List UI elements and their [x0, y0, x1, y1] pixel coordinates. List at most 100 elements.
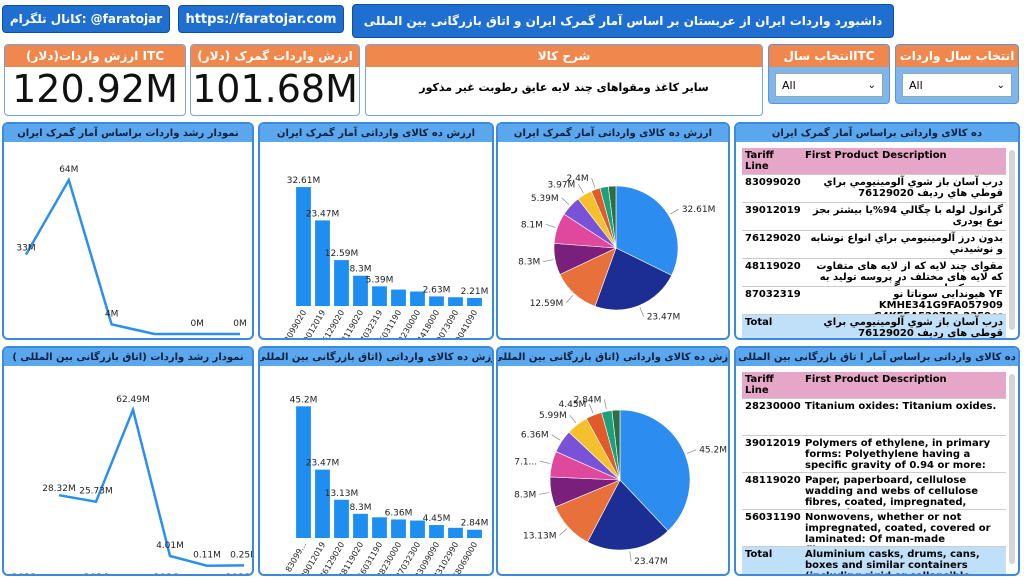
itc-year-filter[interactable]: انتخاب سالITC All ⌄ [768, 44, 890, 104]
x-tick-label: 2012 [11, 573, 36, 574]
leader-line [545, 223, 556, 228]
customs-top10-table: Tariff Line First Product Description 83… [742, 148, 1006, 338]
series-line [58, 405, 245, 567]
table-row[interactable]: 76129020 بدون درز آلومینیومي براي انواع ن… [742, 231, 1006, 259]
data-label: 62.49M [116, 395, 150, 405]
tariff-line-cell: 48119020 [745, 261, 801, 272]
tariff-line-cell: 48119020 [745, 475, 801, 486]
tariff-line-cell: 87032319 [745, 289, 801, 300]
leader-line [686, 449, 697, 454]
bar [410, 291, 425, 306]
data-label: 13.13M [325, 489, 359, 499]
import-year-dropdown-value: All [909, 78, 923, 92]
leader-line [670, 208, 680, 215]
data-label: 2.21M [461, 287, 489, 297]
website-link-button[interactable]: https://faratojar.com [178, 5, 344, 33]
slice-label: 23.47M [634, 557, 668, 567]
leader-line [604, 399, 607, 410]
table-row[interactable]: Total درب آسان باز شوي آلومينيومي براي قو… [742, 315, 1006, 338]
x-tick-label: 2018 [225, 573, 250, 574]
bar [448, 297, 463, 306]
panel-title: ارزش ده کالای وارداتی آمار گمرک ایران [260, 124, 492, 142]
product-description-cell: Nonwovens, whether or not impregnated, c… [805, 512, 991, 546]
slice-label: 12.59M [530, 299, 564, 309]
table-row[interactable]: 28230000 Titanium oxides: Titanium oxides… [742, 399, 1006, 436]
slice-label: 2.84M [574, 395, 602, 405]
data-label: 12.59M [325, 249, 359, 259]
data-label: 2.84M [461, 519, 489, 529]
slice-label: 4.45M [559, 400, 587, 410]
product-description-cell: درب آسان باز شوي آلومينيومي براي قوطي ها… [823, 177, 1003, 199]
slice-label: 3.97M [548, 180, 576, 190]
import-year-dropdown[interactable]: All ⌄ [902, 73, 1012, 97]
table-row[interactable]: 39012019 Polymers of ethylene, in primary… [742, 436, 1006, 473]
table-scrollbar[interactable] [1009, 374, 1015, 564]
table-row[interactable]: 83099020 درب آسان باز شوي آلومينيومي براي… [742, 175, 1006, 203]
dashboard-title: داشبورد واردات ایران از عربستان بر اساس … [352, 4, 894, 38]
bar [448, 527, 463, 538]
data-label: 45.2M [290, 395, 318, 405]
table-row[interactable]: 87032319 YF هیوندایی سوناتا نو KMHE341G9F… [742, 287, 1006, 315]
slice-label: 5.39M [531, 194, 559, 204]
table-row[interactable]: 48119020 مقوای چند لایه که از لایه های مت… [742, 259, 1006, 287]
customs-top10-pie-panel: ارزش ده کالای وارداتی آمار گمرک ایران 32… [496, 122, 730, 340]
itc-top10-bar-chart: 45.2M83099...23.47M3901201913.13M7612902… [284, 395, 489, 574]
import-year-filter[interactable]: انتخاب سال واردات All ⌄ [895, 44, 1019, 104]
customs-value: 101.68M [192, 67, 358, 111]
product-description-cell: YF هیوندایی سوناتا نو KMHE341G9FA057909 … [874, 289, 1003, 314]
itc-top10-table-panel: ده کالای وارداتی براساس آمار ا تاق بازرگ… [734, 346, 1020, 576]
slice-label: 7.1... [514, 457, 537, 467]
table-scrollbar[interactable] [1009, 150, 1015, 330]
table-header-cell: Tariff Line [745, 374, 774, 396]
product-description-value: سایر کاغذ ومقواهای چند لایه عایق رطوبت غ… [419, 81, 709, 94]
panel-title: نمودار رشد واردات براساس آمار گمرک ایران [4, 124, 252, 142]
tariff-line-cell: 39012019 [745, 438, 801, 449]
data-label: 2.63M [423, 285, 451, 295]
table-row[interactable]: Total Aluminium casks, drums, cans, boxes… [742, 547, 1006, 574]
panel-title: ده کالای وارداتی براساس آمار ا تاق بازرگ… [736, 348, 1018, 366]
telegram-channel-button[interactable]: کانال تلگرام: @faratojar [2, 5, 170, 33]
panel-title: نمودار رشد واردات (اتاق بازرگانی بین الم… [4, 348, 252, 366]
itc-year-dropdown[interactable]: All ⌄ [775, 73, 883, 97]
leader-line [551, 434, 561, 441]
data-label: 28.32M [42, 484, 76, 494]
leader-line [565, 295, 574, 304]
slice-label: 8.1M [521, 220, 543, 230]
product-description-label: شرح کالا [366, 45, 762, 67]
itc-top10-pie-panel: ارزش ده کالای وارداتی (اتاق بازرگانی بین… [496, 346, 730, 576]
leader-line [639, 307, 645, 317]
series-line [24, 176, 240, 336]
tariff-line-cell: 83099020 [745, 177, 801, 188]
itc-year-dropdown-value: All [782, 78, 796, 92]
data-label: 8.3M [349, 265, 371, 275]
customs-top10-table-panel: ده کالای وارداتی براساس آمار گمرک ایران … [734, 122, 1020, 340]
bar [429, 525, 444, 538]
slice-label: 13.13M [523, 531, 557, 541]
table-row[interactable]: 39012019 گرانول لوله با چگالي 94%یا بیشتر… [742, 203, 1006, 231]
pie-slice [615, 185, 679, 276]
bar [429, 296, 444, 306]
import-year-filter-label: انتخاب سال واردات [896, 45, 1018, 67]
product-description-cell: گرانول لوله با چگالي 94%یا بیشتر بجز نوع… [812, 205, 1003, 227]
pie-slice [587, 479, 669, 551]
table-row[interactable]: 48119020 Paper, paperboard, cellulose wad… [742, 473, 1006, 510]
data-label: 4M [105, 309, 119, 319]
customs-growth-panel: نمودار رشد واردات براساس آمار گمرک ایران… [2, 122, 254, 340]
data-label: 8.3M [349, 503, 371, 513]
customs-top10-bar-chart: 32.61M8309902023.47M3901201912.59M761290… [280, 176, 489, 338]
bar [296, 187, 311, 306]
table-header-cell: First Product Description [805, 150, 947, 161]
leader-line [561, 197, 570, 205]
pie-slice [619, 409, 691, 532]
table-header-row: Tariff Line First Product Description [742, 372, 1006, 399]
slice-label: 45.2M [699, 446, 727, 456]
table-header-cell: First Product Description [805, 374, 947, 385]
leader-line [559, 528, 568, 536]
table-row[interactable]: 56031190 Nonwovens, whether or not impreg… [742, 510, 1006, 547]
x-tick-label: 2014 [83, 573, 108, 574]
data-label: 0M [190, 319, 204, 329]
chevron-down-icon: ⌄ [867, 79, 876, 91]
slice-label: 5.99M [539, 411, 567, 421]
slice-label: 6.36M [521, 431, 549, 441]
data-label: 6.36M [385, 508, 413, 518]
